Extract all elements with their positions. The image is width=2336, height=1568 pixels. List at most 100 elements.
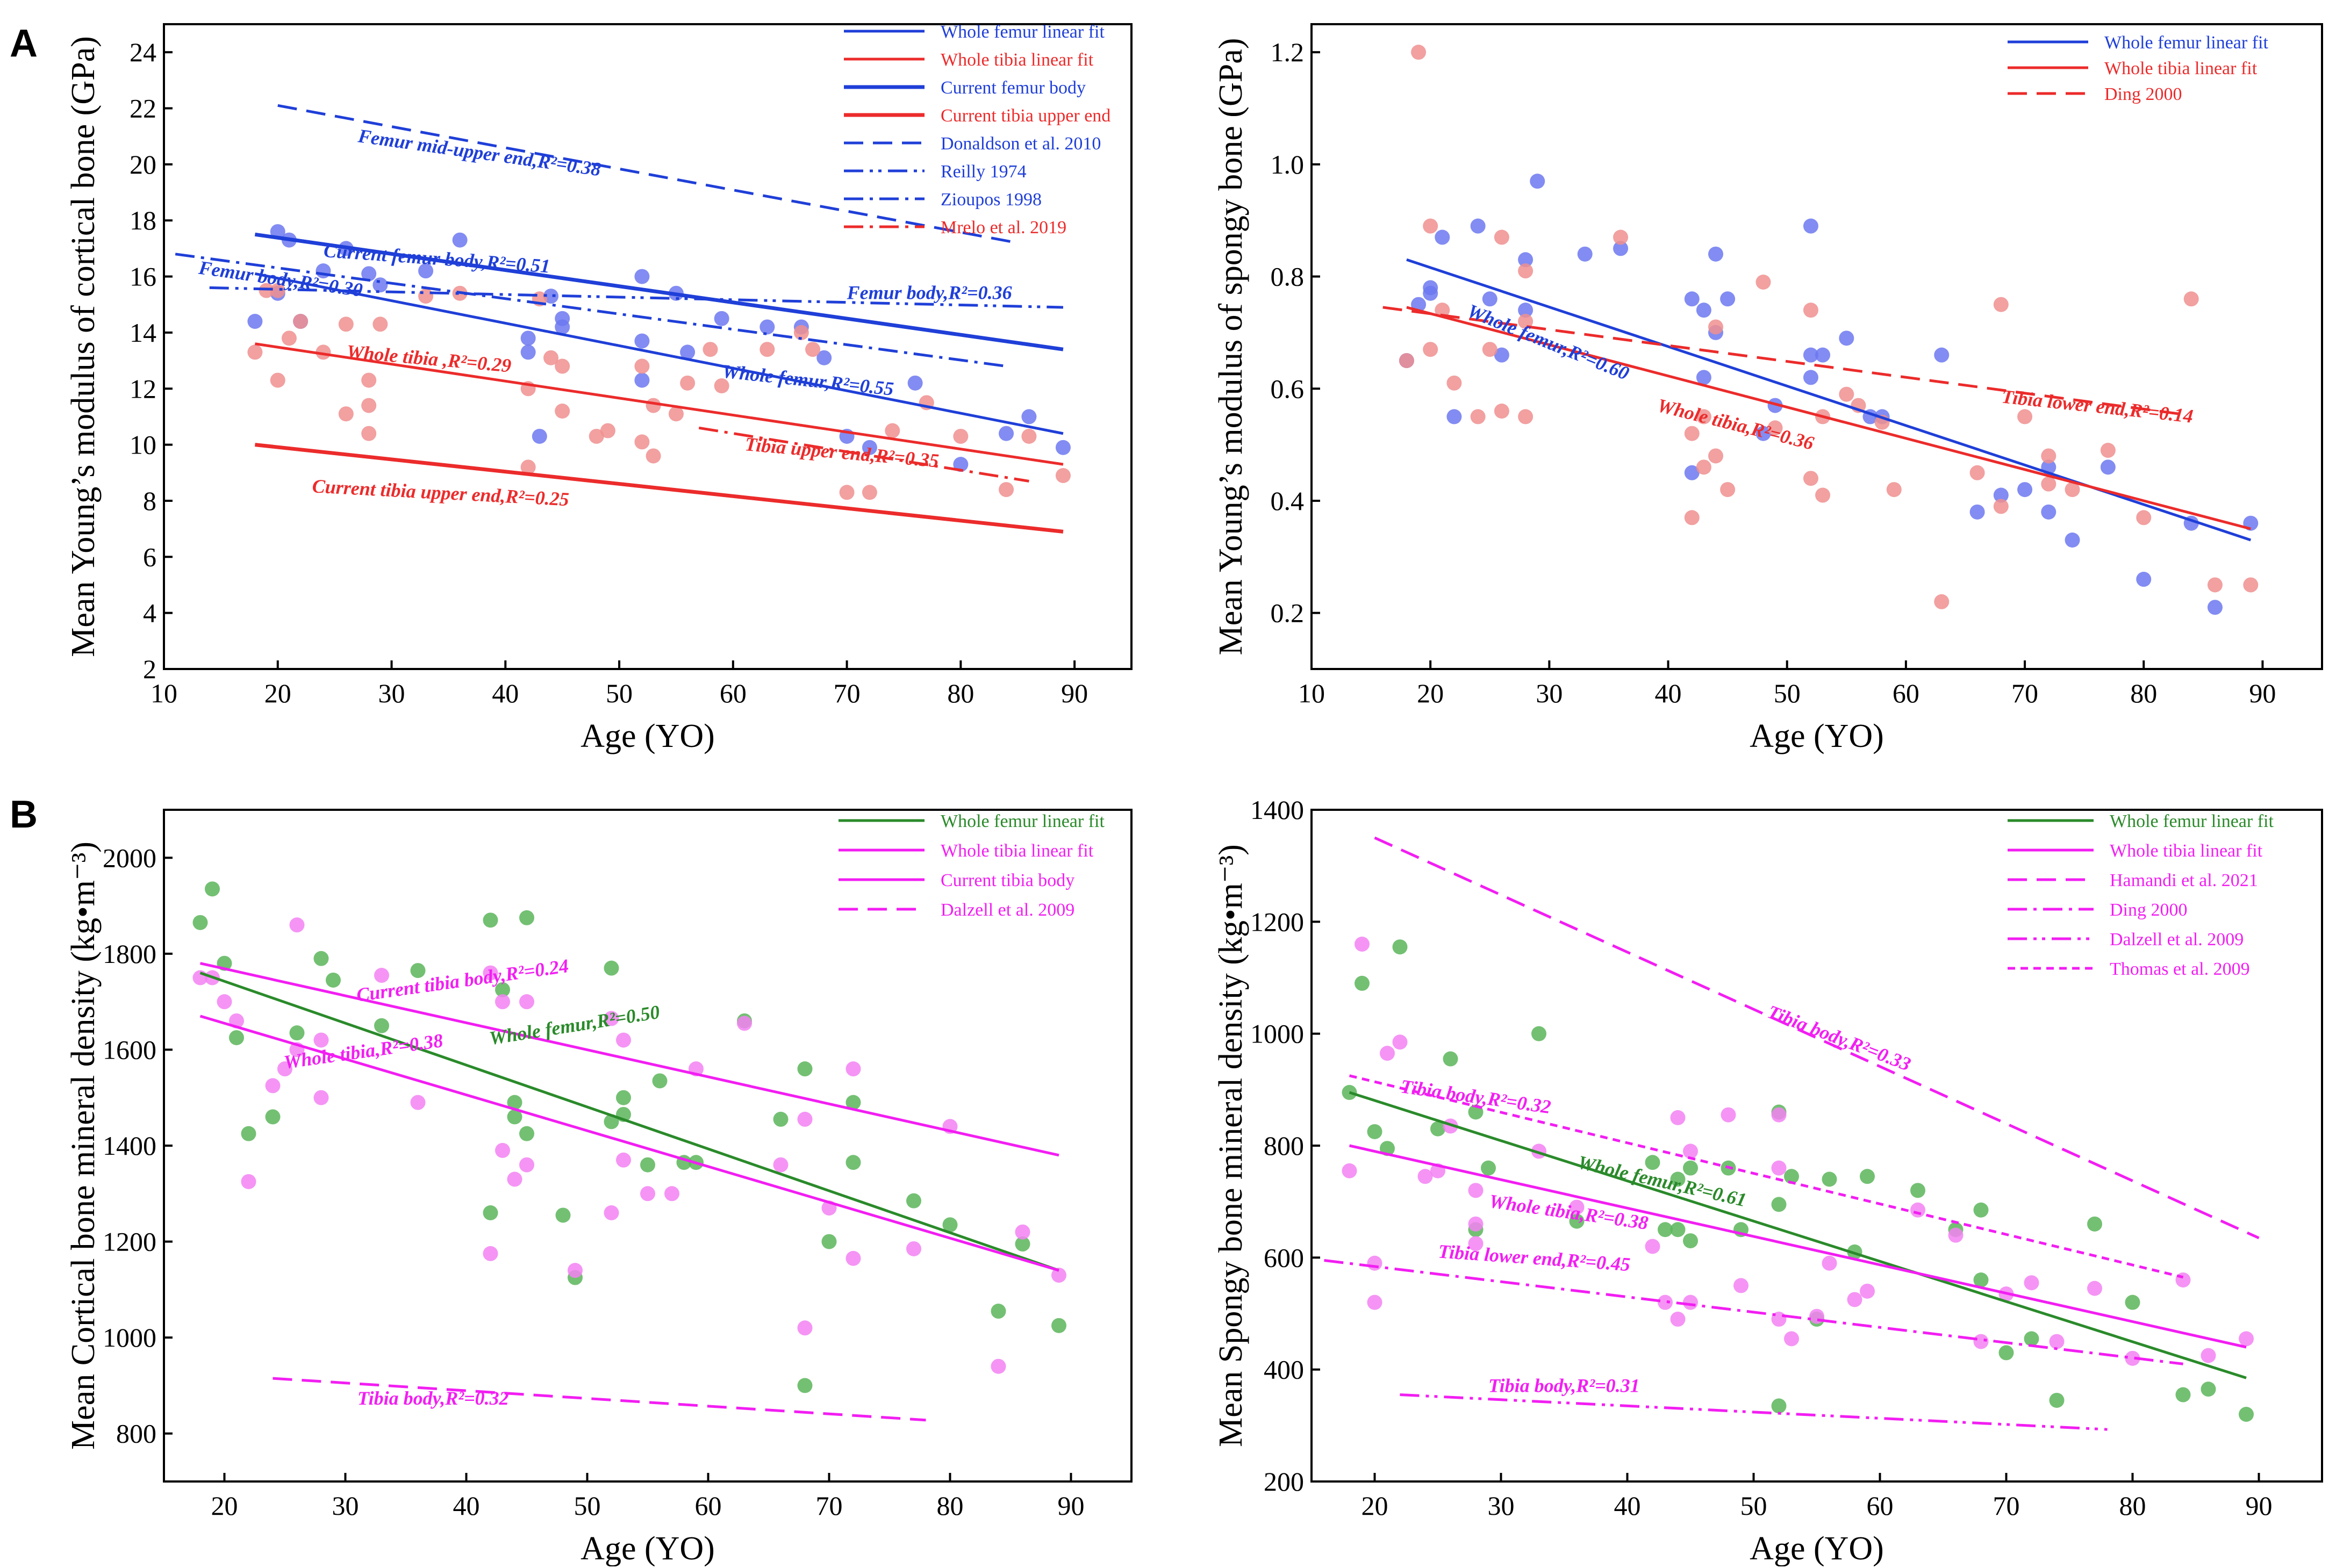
femur-data-point xyxy=(361,266,377,282)
femur-data-point xyxy=(241,1126,256,1141)
tibia-data-point xyxy=(1055,468,1071,483)
femur-data-point xyxy=(2175,1387,2191,1402)
femur-data-point xyxy=(1482,291,1497,307)
tibia-data-point xyxy=(1423,342,1438,357)
femur-data-point xyxy=(372,277,388,293)
x-tick-label: 40 xyxy=(1614,1491,1641,1521)
legend-label: Ding 2000 xyxy=(2110,900,2188,920)
femur-data-point xyxy=(616,1090,631,1105)
tibia-data-point xyxy=(797,1111,813,1127)
femur-data-point xyxy=(265,1109,281,1125)
femur-data-point xyxy=(2136,572,2152,587)
tibia-data-point xyxy=(410,1095,426,1110)
tibia-data-point xyxy=(714,378,729,394)
tibia-data-point xyxy=(1708,319,1723,335)
femur-data-point xyxy=(816,350,832,365)
tibia-data-point xyxy=(1470,409,1486,425)
tibia-data-point xyxy=(885,423,900,438)
tibia-data-point xyxy=(289,917,305,933)
y-tick-label: 22 xyxy=(130,93,156,124)
femur-data-point xyxy=(2239,1407,2254,1422)
tibia-data-point xyxy=(1683,1143,1698,1159)
tibia-data-point xyxy=(1658,1294,1673,1310)
legend-label: Dalzell et al. 2009 xyxy=(2110,930,2244,950)
panel-letter-a: A xyxy=(10,22,38,65)
femur-data-point xyxy=(1355,975,1370,991)
y-tick-label: 1400 xyxy=(103,1131,156,1161)
tibia-data-point xyxy=(1367,1255,1382,1271)
tibia-data-point xyxy=(845,1250,861,1266)
series-line xyxy=(254,272,1064,435)
femur-data-point xyxy=(1670,1171,1686,1187)
tibia-data-point xyxy=(640,1186,655,1202)
tibia-data-point xyxy=(313,1032,329,1048)
legend-label: Current tibia body xyxy=(941,871,1074,890)
femur-data-point xyxy=(192,915,208,930)
femur-data-point xyxy=(1696,303,1711,318)
legend-label: Donaldson et al. 2010 xyxy=(941,134,1101,154)
femur-data-point xyxy=(1822,1171,1837,1187)
femur-data-point xyxy=(1708,246,1723,262)
tibia-data-point xyxy=(604,1205,619,1220)
femur-data-point xyxy=(821,1234,837,1249)
femur-data-point xyxy=(1910,1183,1925,1198)
series-line xyxy=(1349,1074,2184,1279)
tibia-data-point xyxy=(1803,471,1818,486)
x-tick-label: 20 xyxy=(264,678,291,708)
tibia-data-point xyxy=(519,994,534,1010)
x-tick-label: 80 xyxy=(2130,678,2157,708)
femur-data-point xyxy=(1720,291,1736,307)
y-axis-title: Mean Young’s modulus of cortical bone (G… xyxy=(65,36,102,657)
femur-data-point xyxy=(1051,1318,1066,1333)
tibia-data-point xyxy=(999,482,1014,498)
fit-annotation: Whole femur,R²=0.50 xyxy=(488,1001,661,1049)
femur-data-point xyxy=(1577,246,1593,262)
tibia-data-point xyxy=(1015,1224,1030,1240)
tibia-data-point xyxy=(316,344,331,360)
series-line xyxy=(255,342,1064,466)
tibia-data-point xyxy=(845,1061,861,1077)
tibia-data-point xyxy=(293,314,309,329)
x-tick-label: 20 xyxy=(211,1491,238,1521)
x-tick-label: 70 xyxy=(816,1491,843,1521)
legend-label: Reilly 1974 xyxy=(941,162,1027,182)
femur-data-point xyxy=(495,982,510,997)
femur-data-point xyxy=(1569,1213,1585,1229)
femur-data-point xyxy=(229,1030,244,1046)
tibia-data-point xyxy=(1993,499,2009,514)
fit-annotation: Current tibia upper end,R²=0.25 xyxy=(312,475,570,510)
femur-data-point xyxy=(845,1095,861,1110)
tibia-data-point xyxy=(1435,303,1450,318)
tibia-data-point xyxy=(555,358,570,374)
tibia-data-point xyxy=(361,426,377,441)
y-tick-label: 20 xyxy=(130,149,156,179)
y-tick-label: 18 xyxy=(130,205,156,235)
femur-data-point xyxy=(773,1111,789,1127)
x-tick-label: 40 xyxy=(492,678,519,708)
tibia-data-point xyxy=(1399,353,1414,369)
series-line xyxy=(1406,258,2252,542)
femur-data-point xyxy=(845,1155,861,1170)
femur-data-point xyxy=(1696,370,1711,385)
femur-data-point xyxy=(1518,303,1534,318)
x-tick-label: 60 xyxy=(1893,678,1919,708)
x-tick-label: 90 xyxy=(2246,1491,2273,1521)
tibia-data-point xyxy=(668,406,684,422)
femur-data-point xyxy=(1015,1236,1030,1252)
femur-data-point xyxy=(1755,426,1771,441)
y-tick-label: 2000 xyxy=(103,843,156,873)
tibia-data-point xyxy=(1392,1034,1408,1050)
tibia-data-point xyxy=(1468,1236,1484,1251)
femur-data-point xyxy=(906,1193,921,1209)
femur-data-point xyxy=(483,1205,498,1220)
tibia-data-point xyxy=(2207,577,2223,593)
y-tick-label: 800 xyxy=(1264,1131,1304,1161)
x-tick-label: 70 xyxy=(2011,678,2038,708)
tibia-data-point xyxy=(418,289,434,304)
tibia-data-point xyxy=(217,994,232,1010)
y-axis-title: Mean Cortical bone mineral density (kg•m… xyxy=(65,841,102,1450)
legend-label: Whole tibia linear fit xyxy=(941,841,1094,861)
femur-data-point xyxy=(205,881,220,897)
femur-data-point xyxy=(2041,504,2056,520)
femur-data-point xyxy=(1530,174,1545,189)
